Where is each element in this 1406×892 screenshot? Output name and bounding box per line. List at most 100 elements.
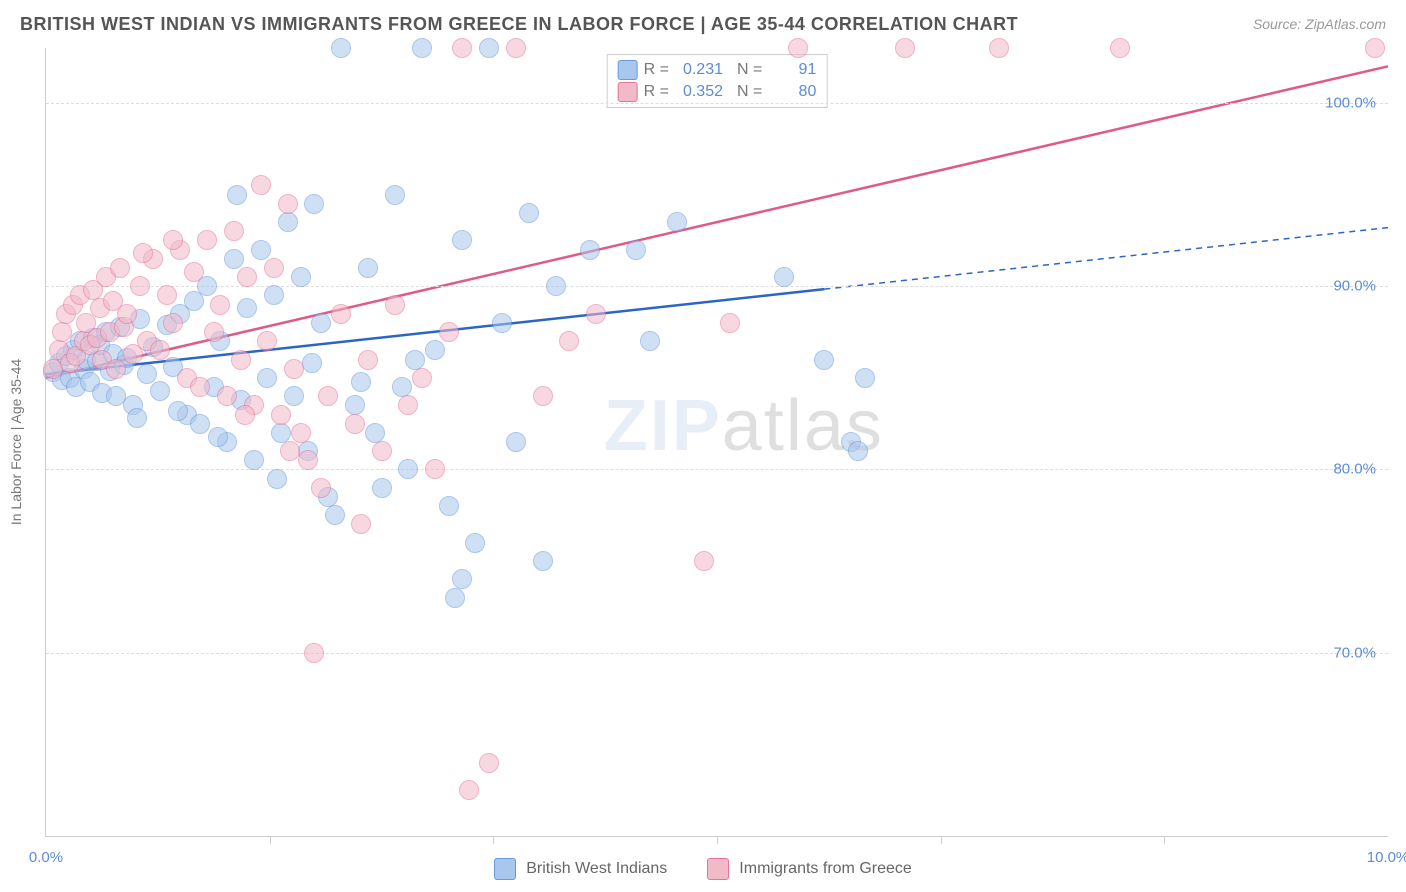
- data-point: [304, 194, 324, 214]
- data-point: [445, 588, 465, 608]
- y-tick-label: 80.0%: [1333, 461, 1376, 478]
- stat-n-label: N =: [737, 61, 762, 79]
- data-point: [318, 386, 338, 406]
- data-point: [559, 331, 579, 351]
- data-point: [257, 368, 277, 388]
- y-tick-label: 90.0%: [1333, 278, 1376, 295]
- data-point: [208, 427, 228, 447]
- data-point: [278, 212, 298, 232]
- data-point: [989, 38, 1009, 58]
- data-point: [452, 569, 472, 589]
- stats-legend: R =0.231N =91R =0.352N =80: [607, 54, 828, 108]
- data-point: [358, 350, 378, 370]
- stat-n-label: N =: [737, 83, 762, 101]
- data-point: [694, 551, 714, 571]
- data-point: [237, 267, 257, 287]
- data-point: [506, 432, 526, 452]
- data-point: [425, 340, 445, 360]
- data-point: [163, 230, 183, 250]
- data-point: [345, 414, 365, 434]
- legend-swatch: [707, 858, 729, 880]
- data-point: [439, 322, 459, 342]
- data-point: [405, 350, 425, 370]
- data-point: [251, 175, 271, 195]
- data-point: [130, 276, 150, 296]
- data-point: [519, 203, 539, 223]
- data-point: [439, 496, 459, 516]
- x-tick-minor: [493, 836, 494, 844]
- bottom-legend: British West Indians Immigrants from Gree…: [0, 858, 1406, 880]
- data-point: [351, 372, 371, 392]
- data-point: [1110, 38, 1130, 58]
- trend-line-dashed: [824, 228, 1388, 290]
- gridline: [46, 653, 1388, 654]
- data-point: [667, 212, 687, 232]
- data-point: [137, 364, 157, 384]
- data-point: [586, 304, 606, 324]
- data-point: [217, 386, 237, 406]
- data-point: [626, 240, 646, 260]
- data-point: [372, 478, 392, 498]
- data-point: [580, 240, 600, 260]
- data-point: [412, 38, 432, 58]
- data-point: [331, 304, 351, 324]
- data-point: [284, 359, 304, 379]
- data-point: [257, 331, 277, 351]
- stat-r-value: 0.352: [675, 83, 723, 101]
- data-point: [814, 350, 834, 370]
- x-tick-minor: [717, 836, 718, 844]
- data-point: [385, 295, 405, 315]
- trend-lines-layer: [46, 48, 1388, 836]
- chart-source: Source: ZipAtlas.com: [1253, 16, 1386, 32]
- legend-item: Immigrants from Greece: [707, 858, 911, 880]
- data-point: [720, 313, 740, 333]
- data-point: [412, 368, 432, 388]
- data-point: [184, 262, 204, 282]
- data-point: [227, 185, 247, 205]
- stats-row: R =0.231N =91: [618, 59, 817, 81]
- chart-header: BRITISH WEST INDIAN VS IMMIGRANTS FROM G…: [0, 0, 1406, 48]
- data-point: [392, 377, 412, 397]
- data-point: [190, 414, 210, 434]
- data-point: [251, 240, 271, 260]
- data-point: [106, 359, 126, 379]
- data-point: [197, 230, 217, 250]
- stats-row: R =0.352N =80: [618, 81, 817, 103]
- data-point: [284, 386, 304, 406]
- data-point: [345, 395, 365, 415]
- data-point: [150, 340, 170, 360]
- gridline: [46, 469, 1388, 470]
- data-point: [479, 753, 499, 773]
- data-point: [204, 322, 224, 342]
- data-point: [291, 267, 311, 287]
- legend-item: British West Indians: [494, 858, 667, 880]
- data-point: [895, 38, 915, 58]
- data-point: [264, 258, 284, 278]
- data-point: [298, 450, 318, 470]
- data-point: [271, 423, 291, 443]
- data-point: [774, 267, 794, 287]
- legend-label: Immigrants from Greece: [739, 860, 911, 878]
- data-point: [640, 331, 660, 351]
- data-point: [127, 408, 147, 428]
- data-point: [855, 368, 875, 388]
- data-point: [304, 643, 324, 663]
- data-point: [117, 304, 137, 324]
- data-point: [452, 230, 472, 250]
- x-tick-minor: [1164, 836, 1165, 844]
- watermark: ZIPatlas: [604, 385, 884, 467]
- data-point: [351, 514, 371, 534]
- data-point: [425, 459, 445, 479]
- data-point: [788, 38, 808, 58]
- data-point: [224, 221, 244, 241]
- data-point: [533, 551, 553, 571]
- data-point: [325, 505, 345, 525]
- data-point: [278, 194, 298, 214]
- stat-r-value: 0.231: [675, 61, 723, 79]
- gridline: [46, 103, 1388, 104]
- data-point: [465, 533, 485, 553]
- trend-line-solid: [46, 66, 1388, 378]
- data-point: [546, 276, 566, 296]
- data-point: [224, 249, 244, 269]
- data-point: [1365, 38, 1385, 58]
